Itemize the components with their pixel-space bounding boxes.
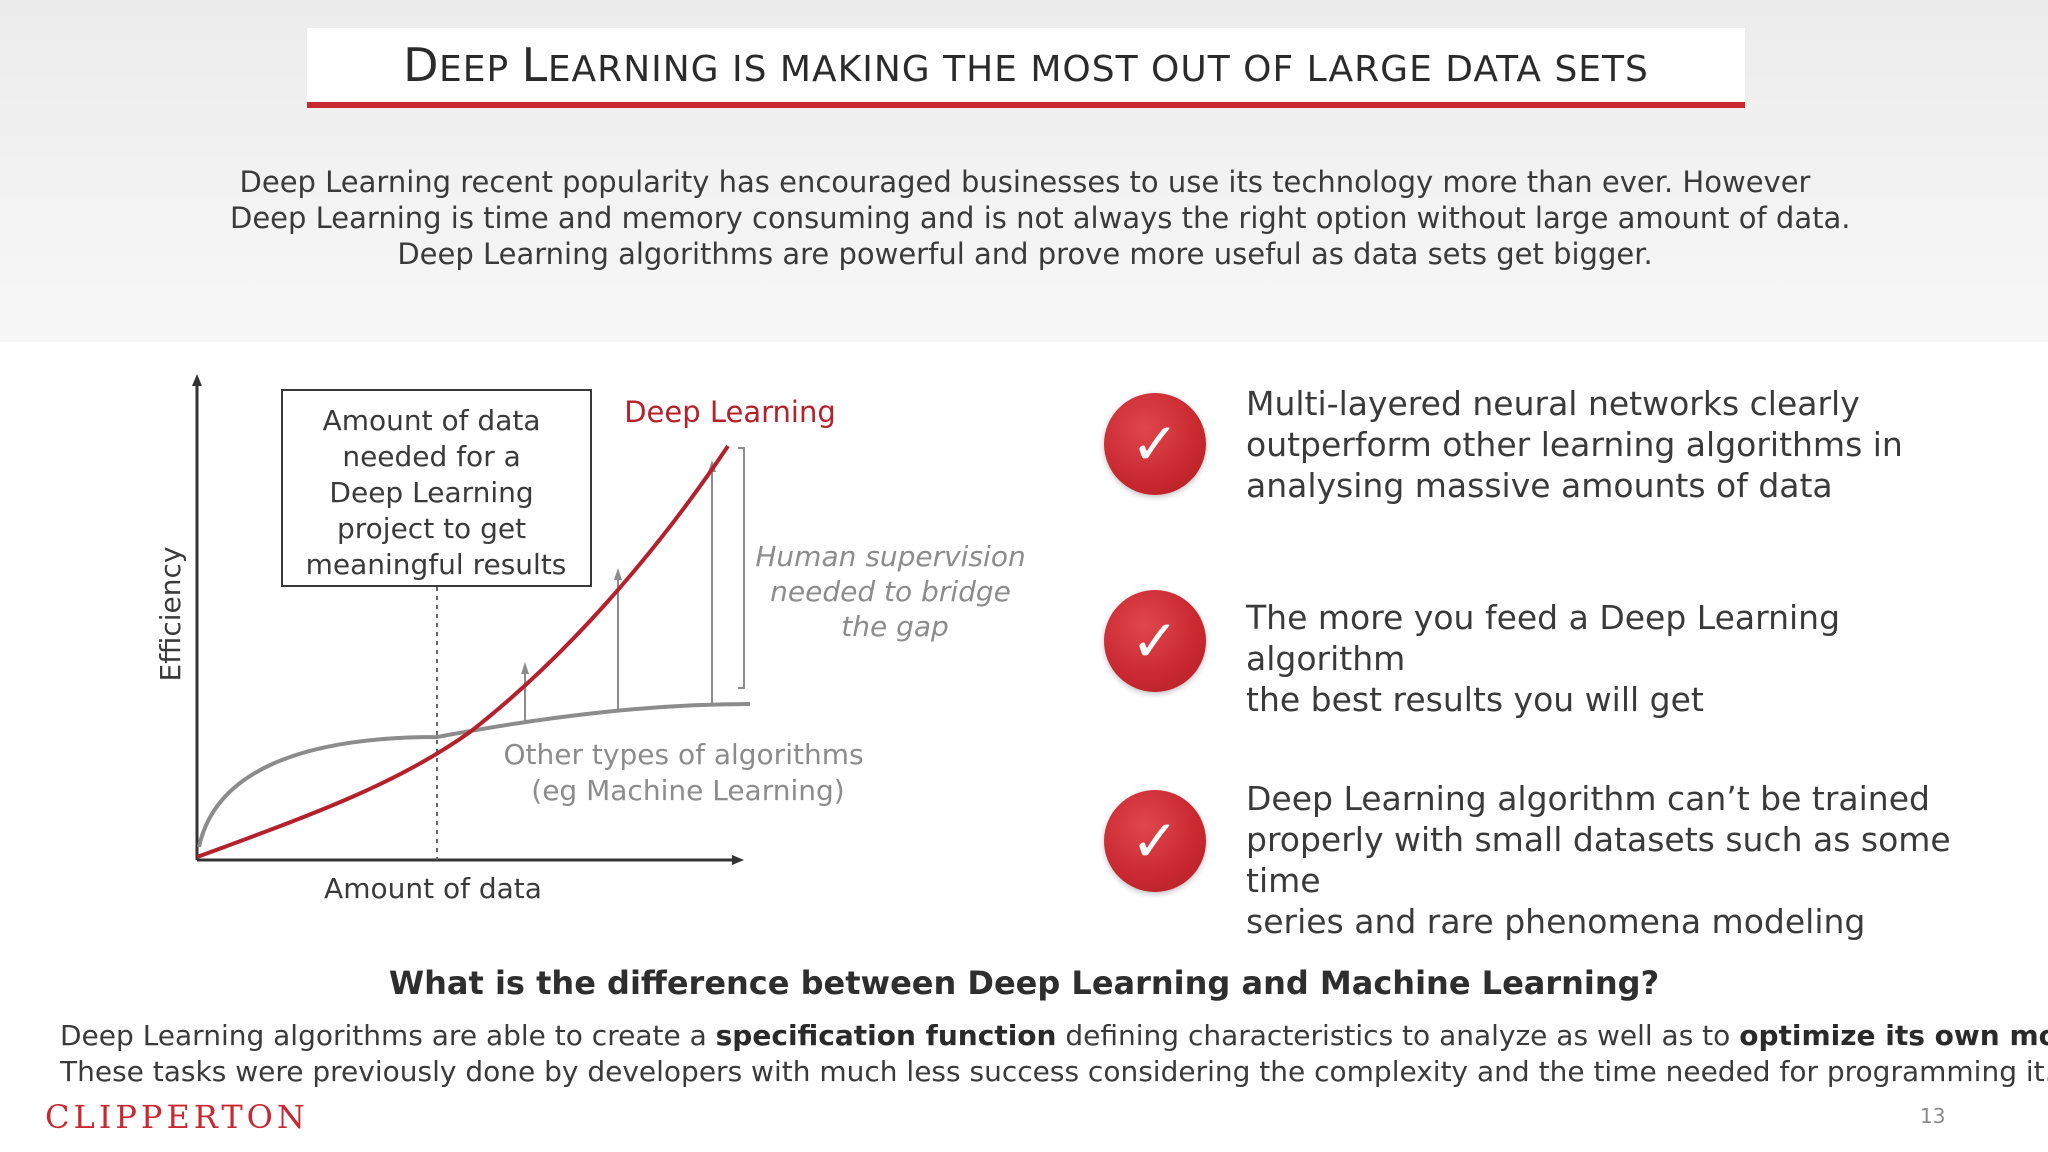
bullet-text: Deep Learning algorithm can’t be trained… <box>1246 779 1951 941</box>
closing-line-2: These tasks were previously done by deve… <box>60 1055 2048 1088</box>
page-number: 13 <box>1920 1104 1946 1128</box>
closing-line-1: Deep Learning algorithms are able to cre… <box>60 1019 2048 1052</box>
intro-line: Deep Learning is time and memory consumi… <box>230 201 1851 235</box>
title-box: DEEP LEARNING IS MAKING THE MOST OUT OF … <box>307 28 1745 108</box>
deep-learning-label: Deep Learning <box>624 395 836 429</box>
gap-bracket <box>738 447 745 689</box>
deep-learning-curve <box>196 444 730 859</box>
efficiency-diagram: Efficiency Amount of data Amount of data… <box>154 374 1034 905</box>
gap-label: Human supervision needed to bridge the g… <box>755 540 1034 643</box>
other-algorithms-label: Other types of algorithms (eg Machine Le… <box>504 738 873 807</box>
checkmark-icon: ✓ <box>1104 590 1206 692</box>
y-axis-label: Efficiency <box>154 547 187 682</box>
intro-line: Deep Learning algorithms are powerful an… <box>397 237 1653 271</box>
checkmark-icon: ✓ <box>1104 790 1206 892</box>
data-threshold-box <box>281 389 592 587</box>
page-title: DEEP LEARNING IS MAKING THE MOST OUT OF … <box>403 38 1649 92</box>
intro-line: Deep Learning recent popularity has enco… <box>239 165 1811 199</box>
checkmark-icon: ✓ <box>1104 393 1206 495</box>
other-algorithms-curve <box>197 702 751 848</box>
x-axis-label: Amount of data <box>324 872 542 905</box>
section-question: What is the difference between Deep Lear… <box>388 964 1660 1002</box>
clipperton-logo: CLIPPERTON <box>45 1098 309 1136</box>
bullet-text: The more you feed a Deep Learning algori… <box>1246 598 1841 719</box>
intro-paragraph: Deep Learning recent popularity has enco… <box>230 164 1851 272</box>
bullet-text: Multi-layered neural networks clearly ou… <box>1246 384 1903 505</box>
closing-paragraph: Deep Learning algorithms are able to cre… <box>60 1018 2048 1090</box>
data-threshold-box-text: Amount of data needed for a Deep Learnin… <box>306 404 567 581</box>
